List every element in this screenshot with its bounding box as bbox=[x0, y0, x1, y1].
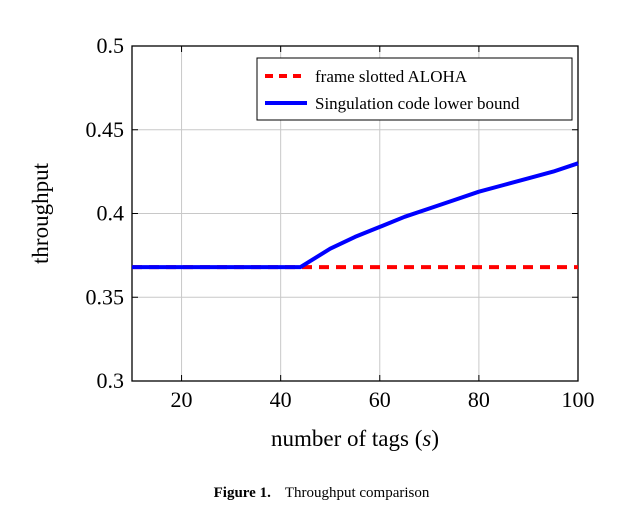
caption-number: Figure 1. bbox=[213, 485, 271, 501]
y-tick-label: 0.3 bbox=[97, 368, 125, 393]
x-tick-label: 20 bbox=[171, 387, 193, 412]
y-axis-label: throughput bbox=[28, 162, 53, 264]
throughput-chart: 20 40 60 80 100 0.3 0.35 0.4 0.45 0.5 frame slott… bbox=[28, 33, 595, 451]
x-axis-label-text: number of tags ( bbox=[271, 426, 422, 451]
legend: frame slotted ALOHA Singulation code lowe… bbox=[256, 57, 573, 121]
legend-box bbox=[256, 57, 573, 121]
legend-label-1: frame slotted ALOHA bbox=[315, 67, 468, 86]
y-tick-label: 0.5 bbox=[97, 33, 125, 58]
x-tick-label: 60 bbox=[369, 387, 391, 412]
x-axis-label: number of tags (s) bbox=[271, 426, 439, 451]
axis-ticks: 20 40 60 80 100 0.3 0.35 0.4 0.45 0.5 bbox=[86, 33, 595, 412]
caption-text: Throughput comparison bbox=[284, 485, 430, 501]
x-axis-label-variable: s bbox=[422, 426, 431, 451]
series-line-2 bbox=[132, 161, 579, 270]
series-layer bbox=[132, 161, 579, 270]
y-tick-label: 0.4 bbox=[97, 201, 125, 226]
figure-caption: Figure 1. Throughput comparison bbox=[0, 485, 643, 502]
legend-label-2: Singulation code lower bound bbox=[315, 94, 520, 113]
x-tick-label: 80 bbox=[468, 387, 490, 412]
x-axis-label-close: ) bbox=[431, 426, 439, 451]
y-tick-label: 0.45 bbox=[86, 117, 125, 142]
y-tick-label: 0.35 bbox=[86, 284, 125, 309]
x-tick-label: 40 bbox=[270, 387, 292, 412]
x-tick-label: 100 bbox=[562, 387, 595, 412]
